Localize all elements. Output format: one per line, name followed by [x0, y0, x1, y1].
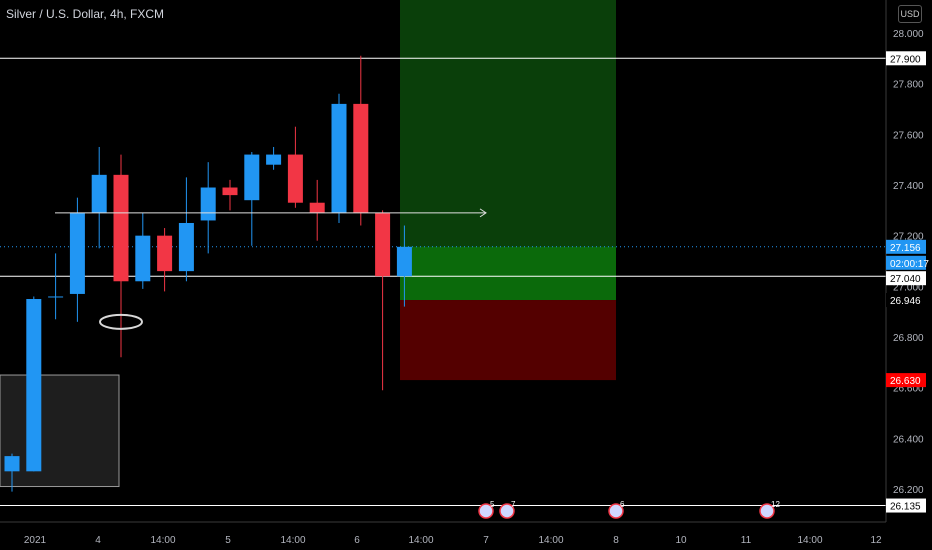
candle-body [4, 456, 20, 472]
event-flag-icon[interactable]: 5 [478, 500, 495, 519]
candle [266, 146, 282, 170]
time-tick-label: 11 [741, 535, 752, 546]
candle [48, 253, 64, 320]
candle [353, 55, 369, 226]
price-tick-label: 26.800 [893, 333, 924, 344]
candle [4, 453, 20, 492]
price-tag-current: 27.156 [890, 243, 921, 254]
event-count: 6 [620, 500, 625, 509]
candle-body [266, 154, 282, 165]
candle [26, 296, 42, 472]
candle-body [69, 212, 85, 294]
candle-body [331, 103, 347, 213]
bar-countdown: 02:00:17 [890, 259, 929, 270]
stop-zone[interactable] [400, 300, 616, 381]
event-flag-icon[interactable]: 6 [608, 500, 625, 519]
price-tag-stop-bg [886, 373, 926, 388]
price-tick-label: 27.600 [893, 130, 924, 141]
candle-body [178, 222, 194, 272]
time-tick-label: 2021 [24, 535, 47, 546]
drawn-rectangle[interactable] [0, 374, 120, 488]
price-tag-stop: 26.630 [890, 376, 921, 387]
event-circle [499, 503, 515, 519]
candle-body [309, 202, 325, 213]
time-tick-label: 7 [483, 535, 489, 546]
event-flag-icon[interactable]: 12 [759, 500, 780, 519]
price-tag-entry: 27.040 [890, 274, 921, 285]
time-tick-label: 10 [675, 535, 687, 546]
time-tick-label: 5 [225, 535, 231, 546]
time-tick-label: 6 [354, 535, 360, 546]
candle [222, 179, 238, 211]
target-zone[interactable] [400, 0, 616, 277]
candle-body [91, 174, 107, 213]
event-count: 5 [490, 500, 495, 509]
event-circle [478, 503, 494, 519]
candle [135, 212, 151, 289]
price-tag-top: 27.900 [890, 54, 921, 65]
candle-body [26, 299, 42, 472]
price-tick-label: 27.000 [893, 282, 924, 293]
event-count: 12 [771, 500, 780, 509]
candle [287, 126, 303, 208]
bar-countdown-bg [886, 255, 926, 270]
time-tick-label: 14:00 [150, 535, 175, 546]
price-tick-label: 26.400 [893, 434, 924, 445]
price-tag-current-bg [886, 239, 926, 254]
event-circle [608, 503, 624, 519]
time-tick-label: 14:00 [408, 535, 433, 546]
candle [244, 152, 260, 246]
candle [157, 228, 173, 292]
candle [396, 225, 412, 307]
candle-body [375, 212, 391, 277]
price-tick-label: 27.200 [893, 232, 924, 243]
candle [200, 162, 216, 254]
time-tick-label: 4 [95, 535, 101, 546]
candle-body [157, 235, 173, 272]
candle [178, 177, 194, 282]
drawn-ellipse[interactable] [99, 313, 143, 330]
price-tag-bottom-bg [886, 498, 926, 513]
event-flag-icon[interactable]: 7 [499, 500, 516, 519]
time-tick-label: 14:00 [538, 535, 563, 546]
candle-body [113, 174, 129, 282]
candle-body [222, 187, 238, 196]
time-tick-label: 14:00 [797, 535, 822, 546]
time-tick-label: 12 [870, 535, 882, 546]
candle [91, 146, 107, 249]
price-tick-label: 27.400 [893, 181, 924, 192]
price-tag-extra: 26.946 [890, 296, 921, 307]
event-circle [759, 503, 775, 519]
candle-body [396, 246, 412, 277]
candle [331, 93, 347, 223]
chart-title: Silver / U.S. Dollar, 4h, FXCM [6, 7, 165, 21]
time-tick-label: 8 [613, 535, 619, 546]
price-tag-entry-bg [886, 271, 926, 286]
candle-body [135, 235, 151, 282]
candle [69, 197, 85, 322]
candle-body [244, 154, 260, 201]
time-tick-label: 14:00 [280, 535, 305, 546]
target-zone-filled [400, 246, 616, 301]
candle [309, 179, 325, 241]
candle [113, 154, 129, 358]
candle-body [353, 103, 369, 213]
candle-body [48, 296, 64, 298]
candle-body [287, 154, 303, 203]
price-tag-top-bg [886, 51, 926, 66]
price-tag-extra-bg [886, 293, 926, 308]
candle [375, 210, 391, 391]
price-tick-label: 26.200 [893, 485, 924, 496]
event-count: 7 [511, 500, 516, 509]
currency-button[interactable]: USD [898, 5, 922, 23]
price-tick-label: 28.000 [893, 29, 924, 40]
price-tick-label: 26.600 [893, 384, 924, 395]
candle-body [200, 187, 216, 221]
price-tag-bottom: 26.135 [890, 502, 921, 513]
price-tick-label: 27.800 [893, 80, 924, 91]
arrow-head [479, 208, 487, 218]
